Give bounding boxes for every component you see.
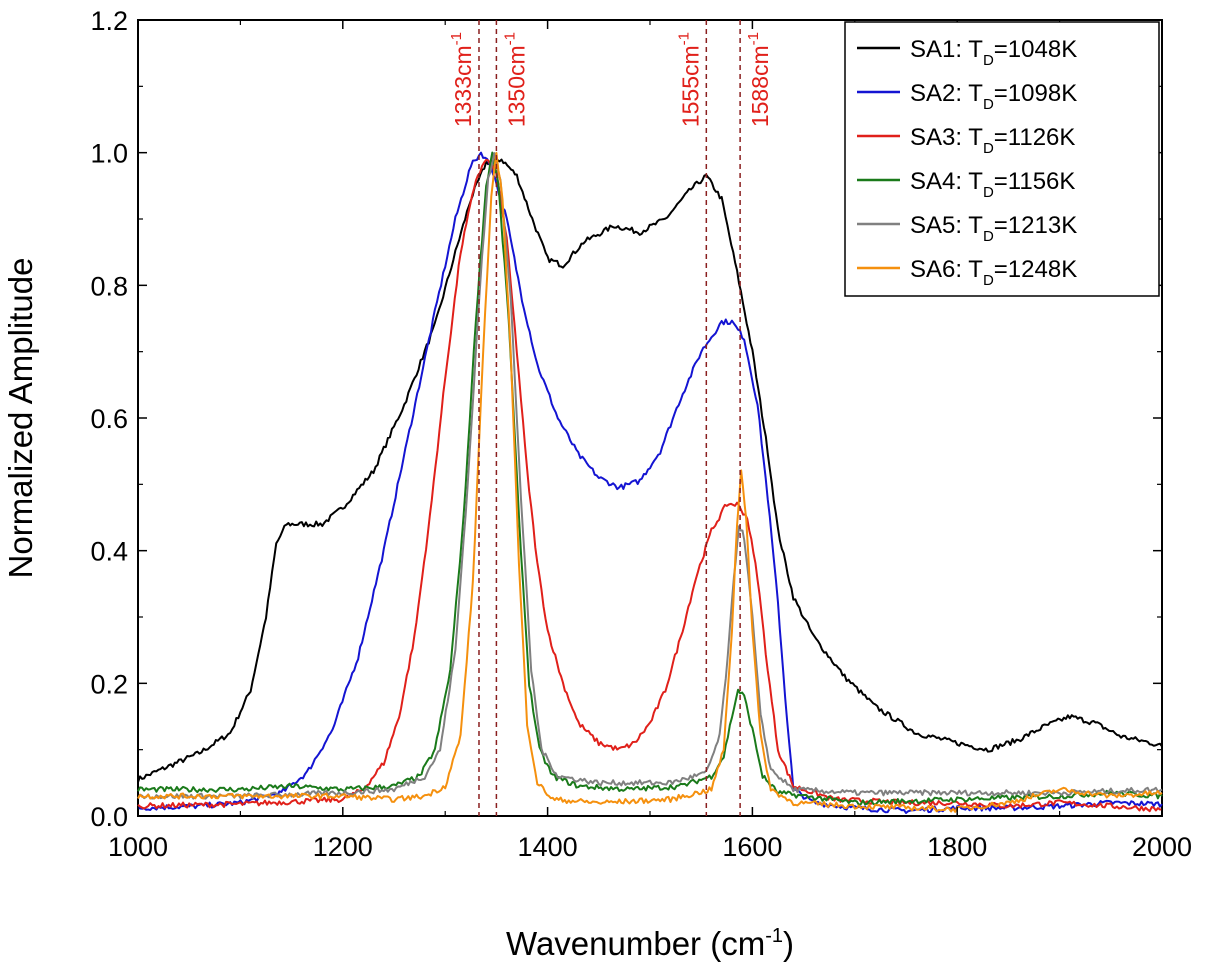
x-tick-label: 1800 xyxy=(927,832,987,862)
y-tick-label: 1.2 xyxy=(90,6,128,36)
legend-label: SA4: TD=1156K xyxy=(910,168,1075,201)
series-line-sa2 xyxy=(137,151,1163,814)
y-tick-label: 0.8 xyxy=(90,271,128,301)
y-tick-label: 0.6 xyxy=(90,404,128,434)
y-axis-title: Normalized Amplitude xyxy=(2,258,39,579)
tick-layer: 1000 1200 1400 1600 1800 2000 0.0 0.2 0.4 0.6 0.8 1… xyxy=(90,6,1192,862)
peak-layer: 1333cm-1 1350cm-1 1555cm-1 1588cm-1 xyxy=(448,20,773,816)
peak-label: 1555cm-1 xyxy=(675,32,703,127)
x-tick-label: 1200 xyxy=(313,832,373,862)
series-line-sa6 xyxy=(137,151,1163,813)
y-tick-label: 0.2 xyxy=(90,669,128,699)
legend-label: SA3: TD=1126K xyxy=(910,124,1075,157)
x-tick-label: 2000 xyxy=(1132,832,1192,862)
peak-label: 1588cm-1 xyxy=(745,32,773,127)
legend-label: SA5: TD=1213K xyxy=(910,212,1077,245)
series-line-sa1 xyxy=(137,157,1163,783)
series-line-sa4 xyxy=(137,151,1163,806)
y-tick-label: 1.0 xyxy=(90,139,128,169)
legend: SA1: TD=1048K SA2: TD=1098K SA3: TD=1126K S… xyxy=(844,21,1160,297)
peak-label: 1350cm-1 xyxy=(501,32,529,127)
legend-label: SA1: TD=1048K xyxy=(910,36,1077,69)
x-tick-label: 1600 xyxy=(722,832,782,862)
x-axis-title: Wavenumber (cm-1) xyxy=(506,925,794,962)
peak-label: 1333cm-1 xyxy=(448,32,476,127)
series-layer xyxy=(137,151,1163,814)
legend-label: SA6: TD=1248K xyxy=(910,256,1077,289)
series-line-sa5 xyxy=(137,152,1163,800)
x-tick-label: 1000 xyxy=(108,832,168,862)
legend-box xyxy=(844,21,1160,297)
y-tick-label: 0.4 xyxy=(90,537,128,567)
legend-label: SA2: TD=1098K xyxy=(910,80,1077,113)
x-tick-label: 1400 xyxy=(518,832,578,862)
y-tick-label: 0.0 xyxy=(90,802,128,832)
